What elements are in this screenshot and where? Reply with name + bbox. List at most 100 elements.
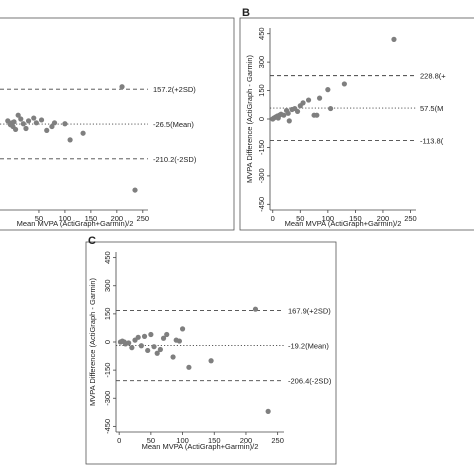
y-tick-label: -300 [103, 391, 112, 406]
reference-line-label: -113.8( [420, 137, 444, 146]
data-point [314, 112, 320, 118]
x-tick-label: 200 [240, 436, 253, 445]
x-tick-label: 250 [404, 214, 417, 223]
x-axis-title: Mean MVPA (ActiGraph+Garmin)/2 [285, 219, 402, 228]
y-tick-label: -450 [257, 197, 266, 212]
data-point [5, 118, 11, 124]
data-point [151, 344, 157, 350]
data-point [141, 333, 148, 339]
panel-2: B 0 50 100 150 200 250 450 300 150 0 -150 -300 -450 Me… [239, 7, 474, 231]
data-point [49, 123, 55, 130]
data-point [18, 116, 24, 122]
y-axis-title: MVPA Difference (ActiGraph - Garmin) [88, 277, 97, 406]
panel-label: C [88, 235, 96, 247]
reference-line-label: -19.2(Mean) [288, 342, 329, 351]
data-point [391, 36, 397, 42]
x-tick-label: 250 [137, 214, 150, 223]
x-tick-label: 100 [322, 214, 335, 223]
data-point [186, 364, 192, 370]
data-point [154, 350, 160, 356]
data-point [316, 95, 323, 101]
data-point [132, 187, 138, 193]
reference-line-label: 157.2(+2SD) [153, 85, 196, 94]
data-point [23, 125, 29, 132]
x-tick-label: 0 [271, 214, 275, 223]
data-point [164, 331, 170, 338]
data-point [305, 97, 312, 103]
y-tick-label: -150 [103, 363, 112, 378]
panel-label: B [242, 7, 250, 19]
data-point [80, 130, 86, 136]
data-point [67, 137, 73, 143]
x-tick-label: 100 [176, 436, 189, 445]
data-point [126, 340, 132, 346]
y-tick-label: 150 [103, 308, 112, 321]
data-point [285, 110, 291, 116]
y-tick-label: 300 [257, 56, 266, 69]
y-tick-label: 300 [103, 279, 112, 292]
data-point [25, 118, 32, 124]
x-tick-label: 50 [147, 436, 155, 445]
panel-frame [0, 17, 235, 231]
x-axis-title: Mean MVPA (ActiGraph+Garmin)/2 [17, 219, 134, 228]
x-tick-label: 50 [296, 214, 304, 223]
data-point [135, 334, 141, 340]
data-point [281, 112, 287, 118]
data-point [179, 326, 186, 332]
reference-line-label: 167.9(+2SD) [288, 307, 331, 316]
x-tick-label: 100 [59, 214, 72, 223]
x-tick-label: 150 [208, 436, 221, 445]
data-point [294, 108, 301, 115]
y-tick-label: -150 [257, 140, 266, 155]
y-tick-label: 450 [257, 27, 266, 40]
data-point [300, 100, 306, 106]
x-tick-label: 0 [117, 436, 121, 445]
x-tick-label: 50 [35, 214, 43, 223]
y-tick-label: 450 [103, 251, 112, 264]
y-tick-label: -300 [257, 168, 266, 183]
data-point [160, 335, 167, 341]
data-point [328, 105, 334, 112]
data-point [20, 121, 26, 127]
panel-frame [239, 17, 474, 231]
reference-line-label: -26.5(Mean) [153, 120, 194, 129]
panel-frame [85, 241, 337, 465]
data-point [176, 338, 182, 344]
data-point [157, 346, 163, 353]
data-point [119, 84, 125, 90]
data-point [325, 87, 331, 93]
y-tick-label: 0 [103, 340, 112, 344]
data-point [208, 358, 214, 364]
x-tick-label: 200 [111, 214, 124, 223]
data-point [138, 343, 144, 349]
data-point [11, 119, 17, 125]
data-point [148, 331, 154, 338]
y-axis-title: MVPA Difference (ActiGraph - Garmin) [245, 54, 254, 183]
data-point [170, 354, 176, 360]
data-point [44, 127, 50, 133]
x-tick-label: 150 [85, 214, 98, 223]
x-tick-label: 150 [349, 214, 362, 223]
data-point [33, 120, 39, 126]
reference-line-label: -210.2(-2SD) [153, 155, 197, 164]
y-tick-label: -450 [103, 419, 112, 434]
data-point [341, 81, 347, 87]
data-point [15, 112, 21, 118]
data-point [62, 121, 68, 127]
y-tick-label: 150 [257, 84, 266, 97]
reference-line-label: -206.4(-2SD) [288, 377, 332, 386]
data-point [38, 117, 45, 123]
data-point [145, 347, 151, 354]
panel-3: C 0 50 100 150 200 250 450 300 150 0 -150 -300 -450 Me… [85, 235, 337, 465]
data-point [286, 118, 292, 124]
data-point [31, 115, 37, 121]
reference-line-label: 57.5(M [420, 104, 443, 113]
data-point [252, 306, 259, 312]
data-point [51, 120, 58, 126]
data-point [129, 345, 135, 351]
data-point [12, 126, 19, 133]
x-tick-label: 250 [271, 436, 284, 445]
reference-line-label: 228.8(+ [420, 72, 446, 81]
